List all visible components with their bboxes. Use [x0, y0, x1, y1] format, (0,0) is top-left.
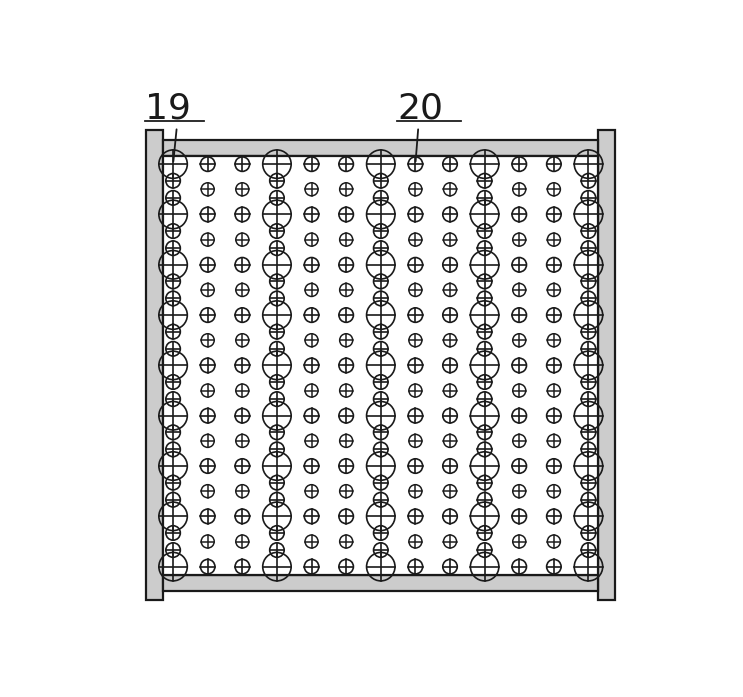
Bar [163, 156, 598, 575]
Text: 19: 19 [145, 92, 190, 125]
Bar [598, 130, 615, 601]
Text: 20: 20 [397, 92, 443, 125]
Bar [163, 575, 598, 591]
Bar [146, 130, 163, 601]
Bar [163, 140, 598, 156]
